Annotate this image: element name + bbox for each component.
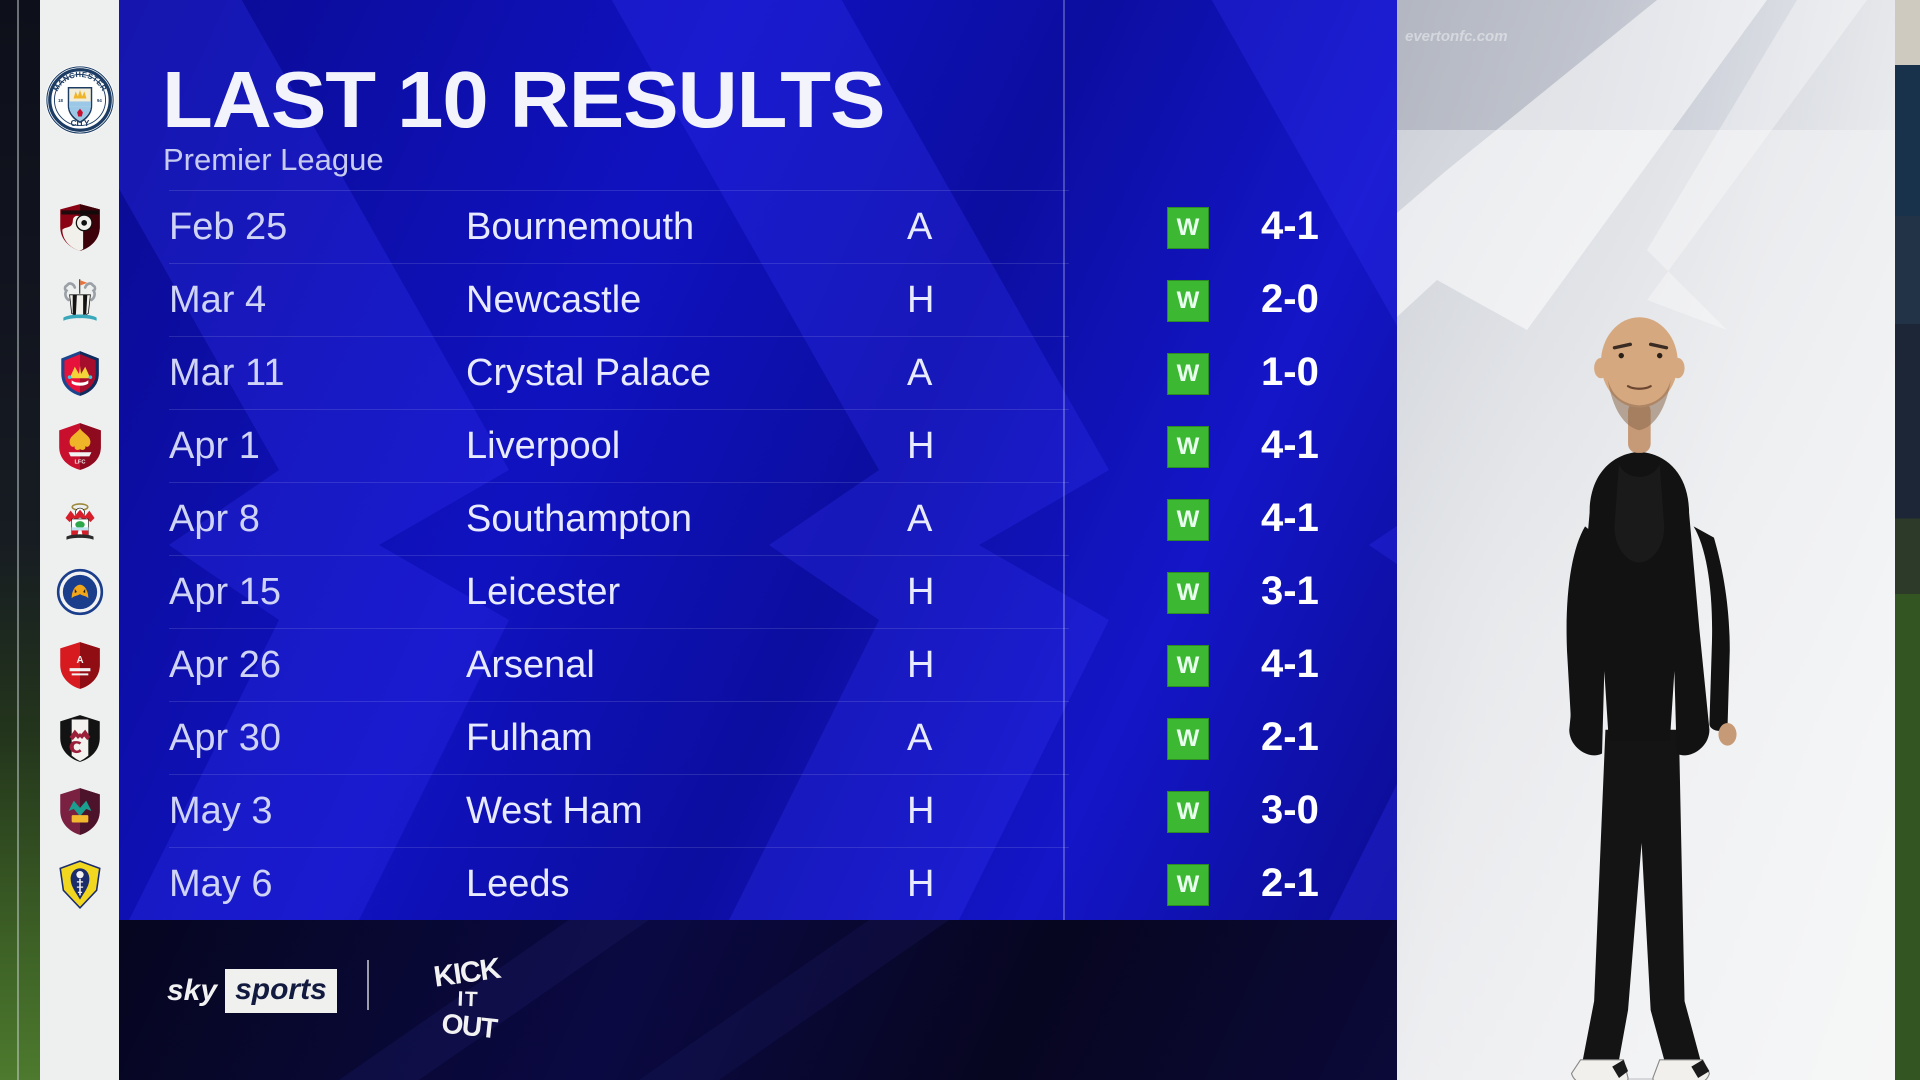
- svg-text:OUT: OUT: [440, 1008, 499, 1045]
- svg-text:A: A: [76, 654, 83, 665]
- svg-text:LFC: LFC: [74, 459, 85, 465]
- svg-text:94: 94: [97, 98, 102, 103]
- svg-text:18: 18: [58, 98, 63, 103]
- svg-text:IT: IT: [457, 988, 479, 1012]
